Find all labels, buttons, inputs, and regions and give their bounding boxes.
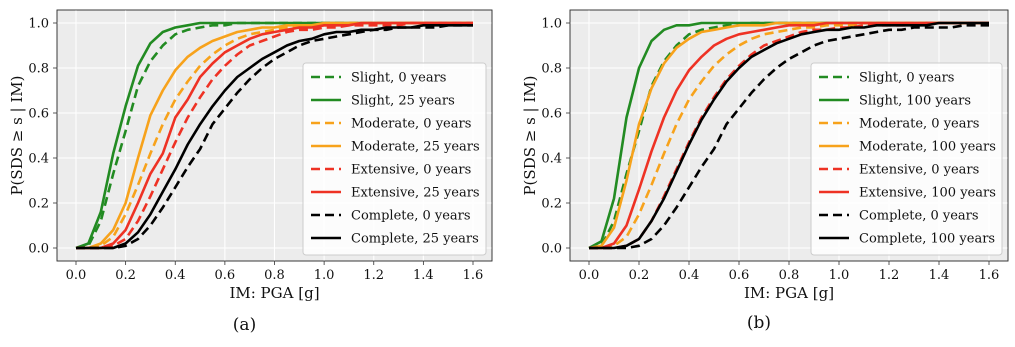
legend-entry: Extensive, 0 years <box>351 163 471 178</box>
legend-entry: Moderate, 25 years <box>351 140 480 155</box>
series-line <box>589 21 989 250</box>
x-axis-label: IM: PGA [g] <box>229 284 319 302</box>
x-tick-label: 0.4 <box>165 268 186 283</box>
legend-entry: Extensive, 100 years <box>859 186 996 201</box>
y-tick-label: 0.8 <box>28 62 49 77</box>
x-tick-label: 1.4 <box>929 268 950 283</box>
x-tick-label: 1.0 <box>829 268 850 283</box>
x-tick-label: 1.2 <box>879 268 900 283</box>
x-tick-label: 0.2 <box>629 268 650 283</box>
series-line <box>589 21 989 250</box>
y-tick-label: 0.2 <box>541 197 562 212</box>
series-line <box>76 21 473 250</box>
legend-entry: Complete, 0 years <box>859 209 979 224</box>
y-axis-label: P(SDS ≥ s | IM) <box>8 75 26 195</box>
plot-frame <box>569 9 1009 262</box>
y-tick-label: 1.0 <box>28 17 49 32</box>
x-tick-label: 1.6 <box>979 268 1000 283</box>
y-tick-label: 1.0 <box>541 17 562 32</box>
panel-a: 0.0 0.2 0.4 0.6 0.8 1.0 1.2 1.4 1.6 0.0 0.2 0.4 0.6 0… <box>8 9 493 335</box>
x-tick-label: 1.0 <box>314 268 335 283</box>
legend: Slight, 0 years Slight, 25 years Moderate,… <box>302 62 487 256</box>
series-line <box>76 21 473 250</box>
x-tick-label: 0.0 <box>579 268 600 283</box>
y-tick-label: 0.0 <box>28 242 49 257</box>
legend-box <box>302 62 487 256</box>
legend: Slight, 0 years Slight, 100 years Moderate… <box>810 62 1003 256</box>
plot-frame <box>56 9 493 262</box>
legend-entry: Moderate, 0 years <box>859 117 979 132</box>
legend-entry: Slight, 25 years <box>351 94 455 109</box>
legend-entry: Complete, 25 years <box>351 232 479 247</box>
x-tick-label: 0.8 <box>264 268 285 283</box>
series-line <box>589 21 989 250</box>
y-tick-label: 0.6 <box>541 107 562 122</box>
x-tick-label: 0.4 <box>679 268 700 283</box>
series-line <box>589 23 989 250</box>
x-axis-label: IM: PGA [g] <box>744 284 834 302</box>
x-tick-label: 0.0 <box>66 268 87 283</box>
legend-entry: Complete, 0 years <box>351 209 471 224</box>
legend-entry: Extensive, 0 years <box>859 163 979 178</box>
x-tick-label: 1.4 <box>413 268 434 283</box>
legend-entry: Slight, 100 years <box>859 94 971 109</box>
series-line <box>76 23 473 250</box>
legend-entry: Moderate, 0 years <box>351 117 471 132</box>
x-tick-label: 0.8 <box>779 268 800 283</box>
panel-b: 0.0 0.2 0.4 0.6 0.8 1.0 1.2 1.4 1.6 0.0 0.2 0.4 0.6 0… <box>521 9 1009 333</box>
y-tick-label: 0.4 <box>28 152 49 167</box>
legend-entry: Slight, 0 years <box>351 71 446 86</box>
y-tick-label: 0.4 <box>541 152 562 167</box>
x-tick-label: 1.6 <box>463 268 484 283</box>
x-tick-label: 0.2 <box>115 268 136 283</box>
y-tick-label: 0.0 <box>541 242 562 257</box>
y-tick-label: 0.8 <box>541 62 562 77</box>
y-tick-label: 0.6 <box>28 107 49 122</box>
legend-entry: Slight, 0 years <box>859 71 954 86</box>
series-line <box>76 23 473 250</box>
x-tick-label: 0.6 <box>729 268 750 283</box>
legend-entry: Complete, 100 years <box>859 232 995 247</box>
legend-entry: Extensive, 25 years <box>351 186 480 201</box>
y-tick-label: 0.2 <box>28 197 49 212</box>
x-tick-label: 0.6 <box>215 268 236 283</box>
x-tick-label: 1.2 <box>363 268 384 283</box>
panel-label: (b) <box>747 313 771 333</box>
panel-label: (a) <box>233 315 256 335</box>
legend-entry: Moderate, 100 years <box>859 140 996 155</box>
legend-box <box>810 62 1003 256</box>
y-axis-label: P(SDS ≥ s | IM) <box>521 75 539 195</box>
